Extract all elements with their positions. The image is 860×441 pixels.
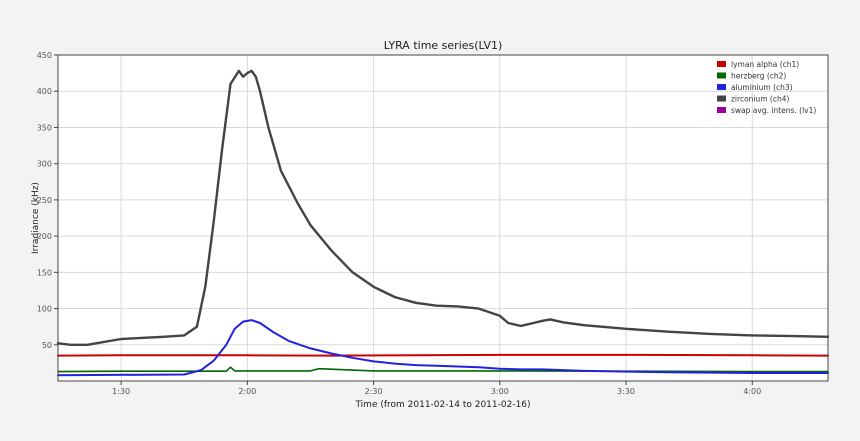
legend-swatch bbox=[717, 107, 726, 113]
axes: 50 100 150 200 250 300 350 400 450 1:30 2:00 2:30 3:… bbox=[37, 51, 762, 396]
series-layer bbox=[56, 69, 830, 377]
legend-label: lyman alpha (ch1) bbox=[731, 60, 799, 69]
x-tick-label: 3:00 bbox=[491, 387, 509, 396]
x-tick-label: 1:30 bbox=[112, 387, 130, 396]
series-line bbox=[57, 319, 829, 377]
y-tick-label: 450 bbox=[37, 51, 52, 60]
legend-swatch bbox=[717, 61, 726, 67]
y-tick-label: 50 bbox=[42, 341, 52, 350]
legend: lyman alpha (ch1) herzberg (ch2) aluminium… bbox=[717, 60, 816, 115]
x-tick-label: 4:00 bbox=[743, 387, 761, 396]
x-tick-label: 3:30 bbox=[617, 387, 635, 396]
legend-label: aluminium (ch3) bbox=[731, 83, 793, 92]
legend-swatch bbox=[717, 72, 726, 79]
x-tick-label: 2:30 bbox=[365, 387, 383, 396]
y-axis-label: Irradiance (kHz) bbox=[31, 182, 41, 254]
x-tick-label: 2:00 bbox=[238, 387, 256, 396]
legend-label: zirconium (ch4) bbox=[731, 95, 790, 104]
y-tick-label: 300 bbox=[37, 160, 52, 169]
plot-background bbox=[58, 55, 828, 381]
legend-swatch bbox=[717, 95, 726, 102]
y-tick-label: 250 bbox=[37, 196, 52, 205]
y-tick-label: 350 bbox=[37, 123, 52, 132]
grid bbox=[58, 54, 828, 381]
y-tick-label: 150 bbox=[37, 268, 52, 277]
legend-swatch bbox=[717, 84, 726, 90]
plot-frame bbox=[57, 54, 829, 382]
legend-label: swap avg. intens. (lv1) bbox=[731, 106, 816, 115]
chart-title: LYRA time series(LV1) bbox=[384, 39, 503, 52]
y-tick-label: 200 bbox=[37, 232, 52, 241]
series-line bbox=[57, 353, 829, 357]
series-line bbox=[56, 69, 830, 346]
legend-label: herzberg (ch2) bbox=[731, 72, 786, 81]
x-axis-label: Time (from 2011-02-14 to 2011-02-16) bbox=[354, 400, 530, 410]
y-tick-label: 400 bbox=[37, 87, 52, 96]
y-tick-label: 100 bbox=[37, 305, 52, 314]
